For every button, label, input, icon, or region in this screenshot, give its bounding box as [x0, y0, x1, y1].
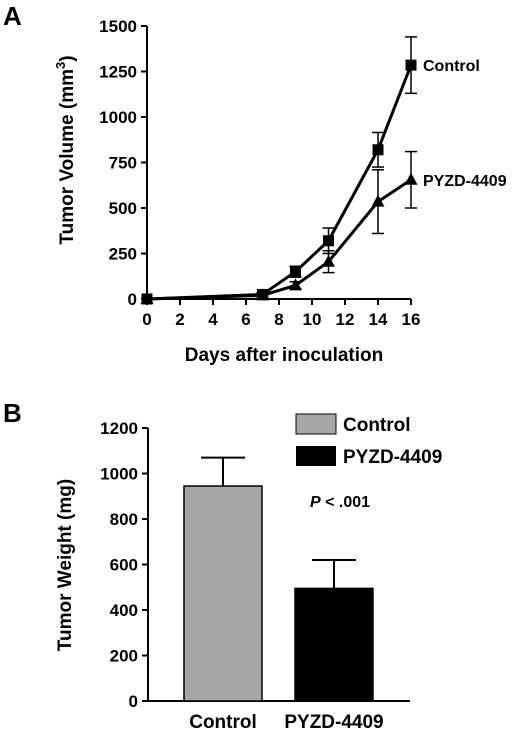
ytick-label-a: 750: [109, 154, 137, 173]
tumor-weight-chart: 0 200 400 600 800 1000 1200 Control PYZD-4409: [100, 419, 410, 731]
ytick-label-a: 1500: [99, 17, 137, 36]
xtick-label-a: 12: [336, 310, 355, 329]
panel-b-label: B: [3, 398, 22, 428]
bar-pyzd: [294, 587, 374, 702]
series-line-pyzd: [146, 178, 412, 301]
xtick-label-b: Control: [189, 712, 257, 731]
tumor-volume-chart: 0 250 500 750 1000 1250 1500 0 2 4 6 8 10 12 14 16 Contr…: [99, 17, 507, 329]
ytick-label-a: 250: [109, 245, 137, 264]
legend-label-control: Control: [343, 415, 411, 436]
data-point-pyzd: [404, 172, 418, 185]
xtick-label-a: 14: [369, 310, 388, 329]
data-point-control: [372, 144, 384, 156]
ytick-label-b: 1200: [100, 419, 138, 438]
data-point-control: [290, 266, 301, 278]
ytick-label-b: 1000: [100, 465, 138, 484]
ytick-label-b: 200: [110, 647, 138, 666]
series-label-pyzd: PYZD-4409: [423, 173, 507, 190]
legend-label-pyzd: PYZD-4409: [343, 447, 442, 468]
ytick-label-a: 1000: [99, 108, 137, 127]
xtick-label-b: PYZD-4409: [284, 712, 383, 731]
ytick-label-b: 600: [110, 556, 138, 575]
data-point-control: [405, 59, 417, 71]
ytick-label-b: 0: [129, 692, 138, 711]
xtick-label-a: 10: [303, 310, 322, 329]
ytick-label-b: 400: [110, 601, 138, 620]
yaxis-b-label: Tumor Weight (mg): [55, 479, 76, 651]
yaxis-a-label: Tumor Volume (mm3): [53, 55, 78, 244]
xtick-label-a: 6: [241, 310, 250, 329]
ytick-label-a: 500: [109, 199, 137, 218]
xtick-label-a: 4: [208, 310, 218, 329]
bar-control: [183, 485, 263, 702]
data-point-pyzd: [289, 278, 302, 291]
p-value-annotation: P < .001: [310, 494, 370, 511]
xtick-label-a: 16: [402, 310, 421, 329]
data-point-pyzd: [322, 254, 335, 267]
xtick-label-a: 2: [175, 310, 184, 329]
xaxis-a-label: Days after inoculation: [185, 345, 384, 366]
legend-swatch-control: [295, 413, 337, 435]
xtick-label-a: 8: [274, 310, 283, 329]
series-line-control: [146, 64, 413, 301]
ytick-label-a: 1250: [99, 63, 137, 82]
ytick-label-a: 0: [128, 290, 137, 309]
legend-swatch-pyzd: [296, 446, 336, 466]
data-point-pyzd: [371, 194, 385, 207]
series-label-control: Control: [423, 58, 480, 75]
panel-a-label: A: [3, 1, 22, 31]
data-point-pyzd: [140, 292, 154, 304]
data-point-pyzd: [256, 288, 269, 301]
ytick-label-b: 800: [110, 510, 138, 529]
data-point-control: [323, 235, 334, 247]
xtick-label-a: 0: [142, 310, 151, 329]
